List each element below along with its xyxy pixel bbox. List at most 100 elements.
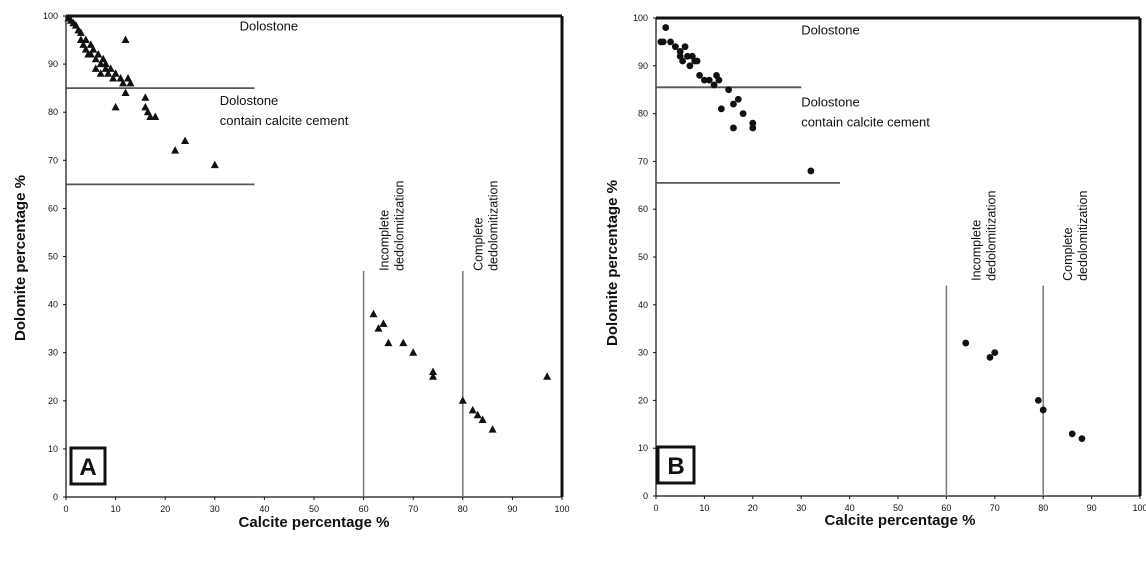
data-point <box>734 95 742 103</box>
zone-annotation: dedolomitization <box>392 181 406 271</box>
data-point <box>81 35 90 44</box>
data-point <box>81 45 90 53</box>
data-point <box>662 24 670 31</box>
data-point <box>210 160 219 169</box>
y-axis-title: Dolomite percentage % <box>12 175 29 341</box>
y-tick-label: 20 <box>638 395 648 405</box>
data-point <box>696 71 703 79</box>
data-point <box>181 136 190 145</box>
data-point <box>730 100 737 108</box>
data-point <box>684 52 691 60</box>
panel-letter: B <box>667 453 684 480</box>
data-point <box>715 76 723 84</box>
data-point <box>730 124 737 132</box>
x-tick-label: 30 <box>796 503 806 513</box>
x-tick-label: 70 <box>990 503 1000 513</box>
y-tick-label: 40 <box>48 300 58 310</box>
data-point <box>681 43 689 51</box>
data-point <box>667 38 674 46</box>
data-point <box>121 88 130 96</box>
zone-annotation: Incomplete <box>969 220 983 281</box>
data-point <box>141 93 150 101</box>
data-point <box>543 372 552 380</box>
x-tick-label: 40 <box>845 503 855 513</box>
y-tick-label: 50 <box>48 252 58 262</box>
data-point <box>710 81 718 89</box>
data-point <box>986 353 994 361</box>
x-tick-label: 20 <box>160 504 170 514</box>
data-point <box>478 415 487 424</box>
data-point <box>124 74 132 82</box>
data-point <box>143 107 152 116</box>
zone-annotation: Dolostone <box>240 18 299 33</box>
y-tick-label: 100 <box>633 13 648 23</box>
zone-annotation: Incomplete <box>377 210 391 271</box>
y-tick-label: 30 <box>48 348 58 358</box>
y-axis-title: Dolomite percentage % <box>604 180 621 346</box>
data-point <box>488 425 497 433</box>
data-point <box>409 348 418 356</box>
y-tick-label: 0 <box>53 492 58 502</box>
zone-annotation: Complete <box>472 217 486 271</box>
zone-annotation: contain calcite cement <box>220 113 349 128</box>
zone-annotation: dedolomitization <box>1076 191 1090 281</box>
data-point <box>141 102 150 111</box>
y-tick-label: 60 <box>48 203 58 213</box>
x-tick-label: 50 <box>309 504 319 514</box>
y-tick-label: 60 <box>638 204 648 214</box>
zone-annotation: Complete <box>1061 227 1075 281</box>
data-point <box>807 167 815 175</box>
x-tick-label: 10 <box>111 504 121 514</box>
data-point <box>374 324 383 332</box>
data-point <box>399 338 408 347</box>
x-tick-label: 50 <box>893 503 903 513</box>
data-point <box>705 76 713 84</box>
y-tick-label: 70 <box>48 155 58 165</box>
zone-annotation: Dolostone <box>801 23 860 38</box>
x-tick-label: 100 <box>1132 503 1146 513</box>
x-tick-label: 80 <box>1038 503 1048 513</box>
zone-annotation: Dolostone <box>220 93 279 108</box>
y-tick-label: 90 <box>638 61 648 71</box>
data-point <box>91 54 100 63</box>
data-point <box>739 110 747 117</box>
data-point <box>76 28 85 36</box>
zone-annotation: Dolostone <box>801 94 860 109</box>
data-point <box>171 146 180 154</box>
data-point <box>676 48 684 55</box>
data-point <box>468 405 477 414</box>
x-axis-title: Calcite percentage % <box>239 514 390 531</box>
panel-letter-box <box>656 445 696 485</box>
y-tick-label: 80 <box>638 109 648 119</box>
data-point <box>99 54 108 63</box>
data-point <box>725 86 732 94</box>
data-point <box>671 43 679 51</box>
data-point <box>111 102 120 111</box>
data-point <box>91 64 100 72</box>
x-tick-label: 80 <box>458 504 468 514</box>
data-point <box>121 35 130 44</box>
y-tick-label: 50 <box>638 252 648 262</box>
panel-letter-box <box>69 446 107 486</box>
y-tick-label: 40 <box>638 300 648 310</box>
y-tick-label: 70 <box>638 156 648 166</box>
data-point <box>79 40 88 48</box>
data-point <box>71 21 80 29</box>
data-point <box>126 78 135 87</box>
data-point <box>109 74 118 82</box>
data-point <box>1068 430 1076 438</box>
x-axis-title: Calcite percentage % <box>825 512 976 529</box>
data-point <box>86 49 95 58</box>
x-tick-label: 30 <box>210 504 220 514</box>
chart-panel-a: Dolomite percentage % Calcite percentage… <box>12 11 570 531</box>
data-point <box>379 319 388 327</box>
y-tick-label: 10 <box>638 443 648 453</box>
data-point <box>659 38 667 46</box>
data-point <box>1078 435 1086 443</box>
x-tick-label: 40 <box>259 504 269 514</box>
data-point <box>458 396 467 404</box>
data-point <box>369 309 378 318</box>
data-point <box>116 74 125 82</box>
data-point <box>749 124 757 132</box>
